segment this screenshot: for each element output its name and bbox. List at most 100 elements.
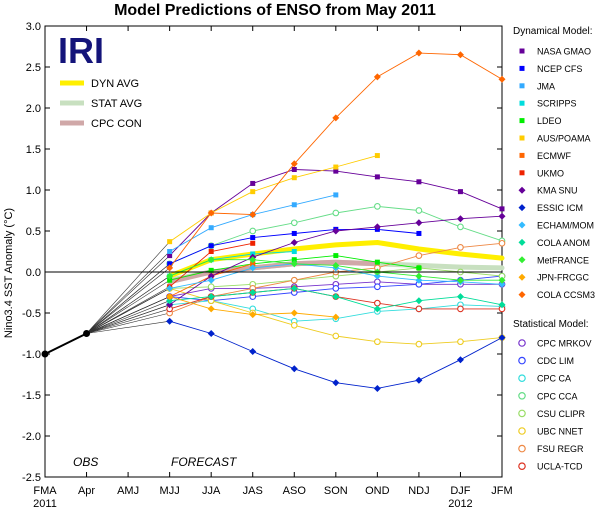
point-ubc-nnet xyxy=(374,338,381,346)
obs-point xyxy=(83,330,91,337)
legend-marker-jpn-frcgc xyxy=(518,273,526,281)
point-jpn-frcgc xyxy=(207,305,215,313)
point-jma xyxy=(208,225,214,231)
legend-label-cola-ccsm3: COLA CCSM3 xyxy=(537,290,595,300)
fan-line-cdc-lim xyxy=(86,296,170,334)
legend-marker-ucla-tcd xyxy=(518,462,526,471)
point-cola-anom xyxy=(290,284,298,292)
x-tick-label: JFM xyxy=(491,485,512,497)
legend-label-essic-icm: ESSIC ICM xyxy=(537,203,583,213)
point-echam-mom xyxy=(166,284,174,292)
x-tick-label: Apr xyxy=(78,485,95,497)
point-cdc-lim xyxy=(374,283,381,291)
point-aus-poama xyxy=(250,189,256,195)
point-cola-anom xyxy=(456,293,464,301)
point-nasa-gmao xyxy=(457,189,463,195)
point-essic-icm xyxy=(415,376,423,384)
point-echam-mom xyxy=(373,272,381,280)
point-nasa-gmao xyxy=(291,167,297,172)
legend-marker-cola-anom xyxy=(518,238,526,246)
fan-line-nasa-gmao xyxy=(86,255,170,334)
point-jpn-frcgc xyxy=(249,311,257,319)
legend-label-echam-mom: ECHAM/MOM xyxy=(537,221,594,231)
point-echam-mom xyxy=(415,276,423,284)
legend-marker-scripps xyxy=(519,100,525,106)
point-cola-anom xyxy=(249,289,257,296)
point-essic-icm xyxy=(456,356,464,364)
y-tick-label: 0.5 xyxy=(26,226,41,238)
average-legend: DYN AVG STAT AVG CPC CON xyxy=(60,78,142,130)
legend-label-dyn-avg: DYN AVG xyxy=(91,78,139,90)
statistical-legend-title: Statistical Model: xyxy=(513,319,589,330)
point-cola-ccsm3 xyxy=(498,75,506,83)
point-echam-mom xyxy=(207,276,215,284)
year-label: 2012 xyxy=(448,498,472,509)
dynamical-legend-title: Dynamical Model: xyxy=(513,26,592,37)
fan-line-metfrance xyxy=(86,275,170,334)
point-kma-snu xyxy=(456,215,464,223)
point-metfrance xyxy=(415,272,423,280)
x-tick-label: SON xyxy=(324,485,348,497)
point-nasa-gmao xyxy=(374,174,380,180)
point-jma xyxy=(167,249,173,254)
point-nasa-gmao xyxy=(416,179,422,185)
point-cola-ccsm3 xyxy=(207,209,215,217)
point-cola-ccsm3 xyxy=(290,160,298,168)
point-ecmwf xyxy=(250,261,256,267)
point-cola-ccsm3 xyxy=(415,49,423,57)
y-tick-label: -1.0 xyxy=(22,349,41,361)
legend-label-cpc-mrkov: CPC MRKOV xyxy=(537,339,592,349)
x-tick-label: AMJ xyxy=(117,485,139,497)
point-metfrance xyxy=(207,256,215,264)
point-metfrance xyxy=(498,276,506,284)
point-ucla-tcd xyxy=(374,299,381,307)
point-ldeo xyxy=(416,265,422,271)
x-tick-label: NDJ xyxy=(408,485,429,497)
point-ncep-cfs xyxy=(167,261,173,267)
point-ldeo xyxy=(167,277,173,283)
point-metfrance xyxy=(166,272,174,280)
legend-marker-jma xyxy=(519,83,525,89)
point-cpc-cca xyxy=(415,207,423,214)
point-kma-snu xyxy=(415,219,423,227)
point-ubc-nnet xyxy=(457,338,464,346)
point-nasa-gmao xyxy=(333,168,339,174)
point-essic-icm xyxy=(207,330,215,337)
point-metfrance xyxy=(456,276,464,284)
point-jpn-frcgc xyxy=(332,313,340,321)
legend-label-cola-anom: COLA ANOM xyxy=(537,238,590,248)
y-tick-label: -2.5 xyxy=(22,472,41,484)
point-scripps xyxy=(291,249,297,254)
legend-marker-ecmwf xyxy=(519,152,525,158)
forecast-annotation: FORECAST xyxy=(171,455,238,469)
legend-marker-ldeo xyxy=(519,118,525,124)
fan-line-jma xyxy=(86,251,170,334)
point-essic-icm xyxy=(290,365,298,373)
point-ukmo xyxy=(208,249,214,254)
point-cpc-cca xyxy=(374,203,381,210)
y-tick-label: 2.5 xyxy=(26,62,41,74)
point-cola-ccsm3 xyxy=(166,264,174,272)
point-ncep-cfs xyxy=(291,230,297,236)
point-cola-anom xyxy=(207,293,215,301)
point-ncep-cfs xyxy=(208,243,214,249)
legend-label-csu-clipr: CSU CLIPR xyxy=(537,409,586,419)
y-tick-label: 1.0 xyxy=(26,185,41,197)
point-ncep-cfs xyxy=(416,230,422,236)
point-metfrance xyxy=(332,261,340,269)
point-ucla-tcd xyxy=(415,305,423,313)
legend-marker-fsu-regr xyxy=(518,444,526,453)
fan-line-fsu-regr xyxy=(86,312,170,334)
chart-title: Model Predictions of ENSO from May 2011 xyxy=(114,2,436,19)
legend-marker-cpc-mrkov xyxy=(518,339,526,347)
legend-label-aus-poama: AUS/POAMA xyxy=(537,134,591,144)
plot-area xyxy=(41,25,506,478)
point-essic-icm xyxy=(373,384,381,392)
point-kma-snu xyxy=(332,227,340,235)
point-cola-anom xyxy=(166,297,174,305)
model-legend: Dynamical Model: Statistical Model: NASA… xyxy=(513,26,595,472)
point-cdc-lim xyxy=(332,285,340,292)
point-fsu-regr xyxy=(498,239,506,247)
point-cola-anom xyxy=(415,297,423,305)
